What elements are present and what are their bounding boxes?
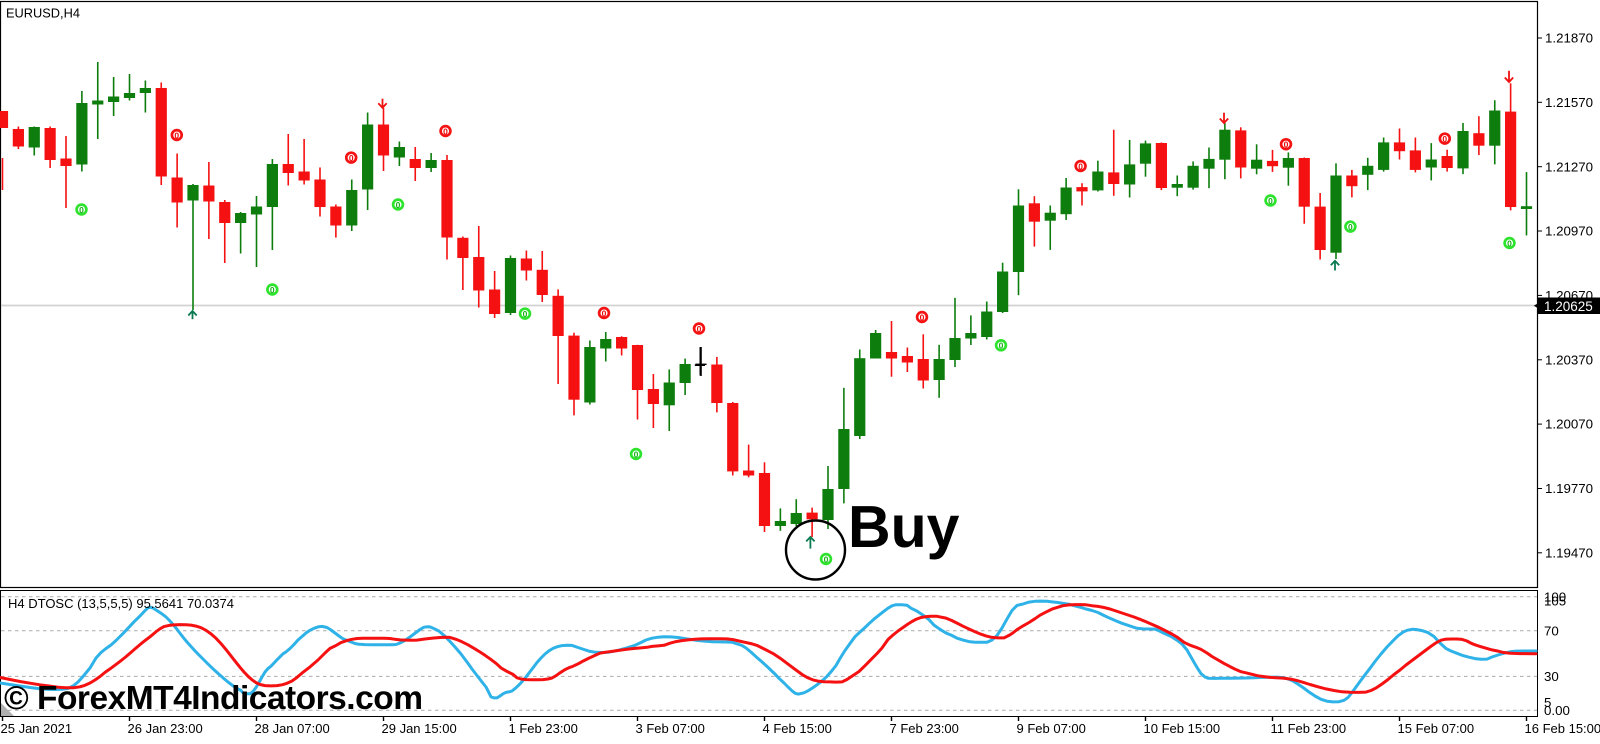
- svg-text:0: 0: [602, 308, 607, 318]
- svg-text:1 Feb 23:00: 1 Feb 23:00: [509, 721, 578, 736]
- svg-text:0: 0: [1268, 196, 1273, 206]
- svg-text:0: 0: [1507, 238, 1512, 248]
- svg-text:0: 0: [270, 285, 275, 295]
- svg-text:0: 0: [634, 449, 639, 459]
- svg-text:Buy: Buy: [848, 494, 960, 560]
- svg-text:0.00: 0.00: [1544, 703, 1570, 718]
- svg-text:9 Feb 07:00: 9 Feb 07:00: [1017, 721, 1086, 736]
- svg-text:70: 70: [1544, 623, 1559, 638]
- svg-text:0: 0: [349, 153, 354, 163]
- svg-text:0: 0: [1442, 134, 1447, 144]
- svg-text:0: 0: [824, 554, 829, 564]
- svg-text:0: 0: [1348, 222, 1353, 232]
- svg-text:0: 0: [396, 200, 401, 210]
- svg-text:© ForexMT4Indicators.com: © ForexMT4Indicators.com: [4, 680, 423, 717]
- svg-text:1.20070: 1.20070: [1545, 417, 1593, 432]
- svg-text:0: 0: [443, 126, 448, 136]
- svg-text:0: 0: [523, 309, 528, 319]
- svg-text:1.20370: 1.20370: [1545, 352, 1593, 367]
- svg-text:1.21270: 1.21270: [1545, 159, 1593, 174]
- svg-text:7 Feb 23:00: 7 Feb 23:00: [890, 721, 959, 736]
- svg-text:1.21870: 1.21870: [1545, 31, 1593, 46]
- svg-text:30: 30: [1544, 669, 1559, 684]
- svg-text:0: 0: [174, 130, 179, 140]
- svg-text:0: 0: [79, 205, 84, 215]
- svg-text:28 Jan 07:00: 28 Jan 07:00: [255, 721, 330, 736]
- svg-text:0: 0: [999, 341, 1004, 351]
- svg-text:1.20970: 1.20970: [1545, 224, 1593, 239]
- svg-text:0: 0: [697, 324, 702, 334]
- svg-text:105: 105: [1544, 593, 1566, 608]
- svg-text:29 Jan 15:00: 29 Jan 15:00: [382, 721, 457, 736]
- svg-text:26 Jan 23:00: 26 Jan 23:00: [128, 721, 203, 736]
- svg-text:H4 DTOSC (13,5,5,5) 95.5641 70: H4 DTOSC (13,5,5,5) 95.5641 70.0374: [8, 596, 234, 611]
- svg-text:1.19770: 1.19770: [1545, 481, 1593, 496]
- svg-text:4 Feb 15:00: 4 Feb 15:00: [763, 721, 832, 736]
- svg-text:0: 0: [1078, 161, 1083, 171]
- svg-text:EURUSD,H4: EURUSD,H4: [6, 6, 80, 21]
- svg-text:11 Feb 23:00: 11 Feb 23:00: [1271, 721, 1347, 736]
- svg-text:1.21570: 1.21570: [1545, 95, 1593, 110]
- svg-text:15 Feb 07:00: 15 Feb 07:00: [1398, 721, 1475, 736]
- svg-text:1.19470: 1.19470: [1545, 545, 1593, 560]
- svg-text:16 Feb 15:00: 16 Feb 15:00: [1525, 721, 1600, 736]
- svg-text:1.20625: 1.20625: [1544, 299, 1593, 314]
- svg-text:3 Feb 07:00: 3 Feb 07:00: [636, 721, 705, 736]
- svg-text:25 Jan 2021: 25 Jan 2021: [1, 721, 73, 736]
- svg-text:10 Feb 15:00: 10 Feb 15:00: [1144, 721, 1221, 736]
- svg-text:0: 0: [920, 312, 925, 322]
- svg-text:0: 0: [1284, 140, 1289, 150]
